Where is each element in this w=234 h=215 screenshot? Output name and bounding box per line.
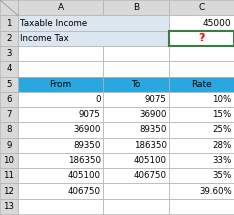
Bar bbox=[18, 61, 103, 77]
Text: 0: 0 bbox=[95, 95, 101, 104]
Text: ?: ? bbox=[198, 33, 205, 43]
Bar bbox=[169, 77, 234, 92]
Bar bbox=[0, 61, 18, 77]
Bar bbox=[103, 138, 169, 153]
Text: 8: 8 bbox=[6, 126, 12, 134]
Bar bbox=[169, 107, 234, 122]
Bar bbox=[103, 122, 169, 138]
Bar bbox=[18, 0, 103, 15]
Bar bbox=[169, 0, 234, 15]
Bar bbox=[103, 153, 169, 168]
Bar bbox=[103, 199, 169, 214]
Text: 35%: 35% bbox=[212, 171, 232, 180]
Bar bbox=[169, 122, 234, 138]
Bar bbox=[169, 183, 234, 199]
Text: 89350: 89350 bbox=[139, 126, 167, 134]
Bar bbox=[18, 122, 103, 138]
Bar bbox=[0, 92, 18, 107]
Text: 28%: 28% bbox=[212, 141, 232, 150]
Bar bbox=[18, 153, 103, 168]
Text: To: To bbox=[131, 80, 141, 89]
Text: 39.60%: 39.60% bbox=[199, 187, 232, 195]
Bar bbox=[18, 183, 103, 199]
Bar bbox=[18, 77, 103, 92]
Text: 89350: 89350 bbox=[73, 141, 101, 150]
Bar bbox=[169, 15, 234, 31]
Text: Income Tax: Income Tax bbox=[20, 34, 69, 43]
Bar bbox=[0, 46, 18, 61]
Text: 45000: 45000 bbox=[203, 19, 232, 28]
Text: C: C bbox=[198, 3, 205, 12]
Bar bbox=[18, 46, 103, 61]
Text: 405100: 405100 bbox=[68, 171, 101, 180]
Text: 186350: 186350 bbox=[68, 156, 101, 165]
Bar bbox=[169, 153, 234, 168]
Bar bbox=[0, 199, 18, 214]
Text: 5: 5 bbox=[6, 80, 12, 89]
Text: 4: 4 bbox=[6, 64, 12, 73]
Bar bbox=[169, 138, 234, 153]
Text: 6: 6 bbox=[6, 95, 12, 104]
Bar bbox=[18, 15, 169, 31]
Bar bbox=[18, 31, 169, 46]
Bar bbox=[169, 46, 234, 61]
Bar bbox=[169, 61, 234, 77]
Bar bbox=[103, 77, 169, 92]
Bar bbox=[0, 153, 18, 168]
Text: 9: 9 bbox=[6, 141, 12, 150]
Bar bbox=[18, 92, 103, 107]
Text: 405100: 405100 bbox=[134, 156, 167, 165]
Bar bbox=[18, 107, 103, 122]
Bar bbox=[103, 107, 169, 122]
Bar bbox=[169, 31, 234, 46]
Text: 36900: 36900 bbox=[73, 126, 101, 134]
Bar bbox=[103, 46, 169, 61]
Text: B: B bbox=[133, 3, 139, 12]
Bar bbox=[0, 183, 18, 199]
Bar bbox=[18, 138, 103, 153]
Bar bbox=[0, 31, 18, 46]
Bar bbox=[169, 199, 234, 214]
Bar bbox=[0, 0, 18, 15]
Bar bbox=[103, 183, 169, 199]
Bar bbox=[0, 168, 18, 183]
Bar bbox=[103, 92, 169, 107]
Text: 7: 7 bbox=[6, 110, 12, 119]
Bar bbox=[0, 138, 18, 153]
Text: 11: 11 bbox=[4, 171, 15, 180]
Text: 9075: 9075 bbox=[145, 95, 167, 104]
Text: 186350: 186350 bbox=[134, 141, 167, 150]
Bar bbox=[18, 199, 103, 214]
Bar bbox=[103, 168, 169, 183]
Bar bbox=[169, 168, 234, 183]
Text: 12: 12 bbox=[4, 187, 15, 195]
Text: Taxable Income: Taxable Income bbox=[20, 19, 88, 28]
Text: 10: 10 bbox=[4, 156, 15, 165]
Text: 9075: 9075 bbox=[79, 110, 101, 119]
Text: 25%: 25% bbox=[212, 126, 232, 134]
Text: 3: 3 bbox=[6, 49, 12, 58]
Text: 33%: 33% bbox=[212, 156, 232, 165]
Text: 13: 13 bbox=[4, 202, 15, 211]
Bar bbox=[103, 61, 169, 77]
Bar bbox=[169, 92, 234, 107]
Text: 36900: 36900 bbox=[139, 110, 167, 119]
Bar bbox=[0, 77, 18, 92]
Text: 1: 1 bbox=[6, 19, 12, 28]
Text: 15%: 15% bbox=[212, 110, 232, 119]
Text: 406750: 406750 bbox=[134, 171, 167, 180]
Text: From: From bbox=[49, 80, 72, 89]
Bar bbox=[0, 107, 18, 122]
Text: A: A bbox=[57, 3, 64, 12]
Bar bbox=[0, 15, 18, 31]
Bar bbox=[0, 122, 18, 138]
Text: 406750: 406750 bbox=[68, 187, 101, 195]
Text: Rate: Rate bbox=[191, 80, 212, 89]
Text: 2: 2 bbox=[6, 34, 12, 43]
Bar bbox=[103, 0, 169, 15]
Text: 10%: 10% bbox=[212, 95, 232, 104]
Bar bbox=[18, 168, 103, 183]
